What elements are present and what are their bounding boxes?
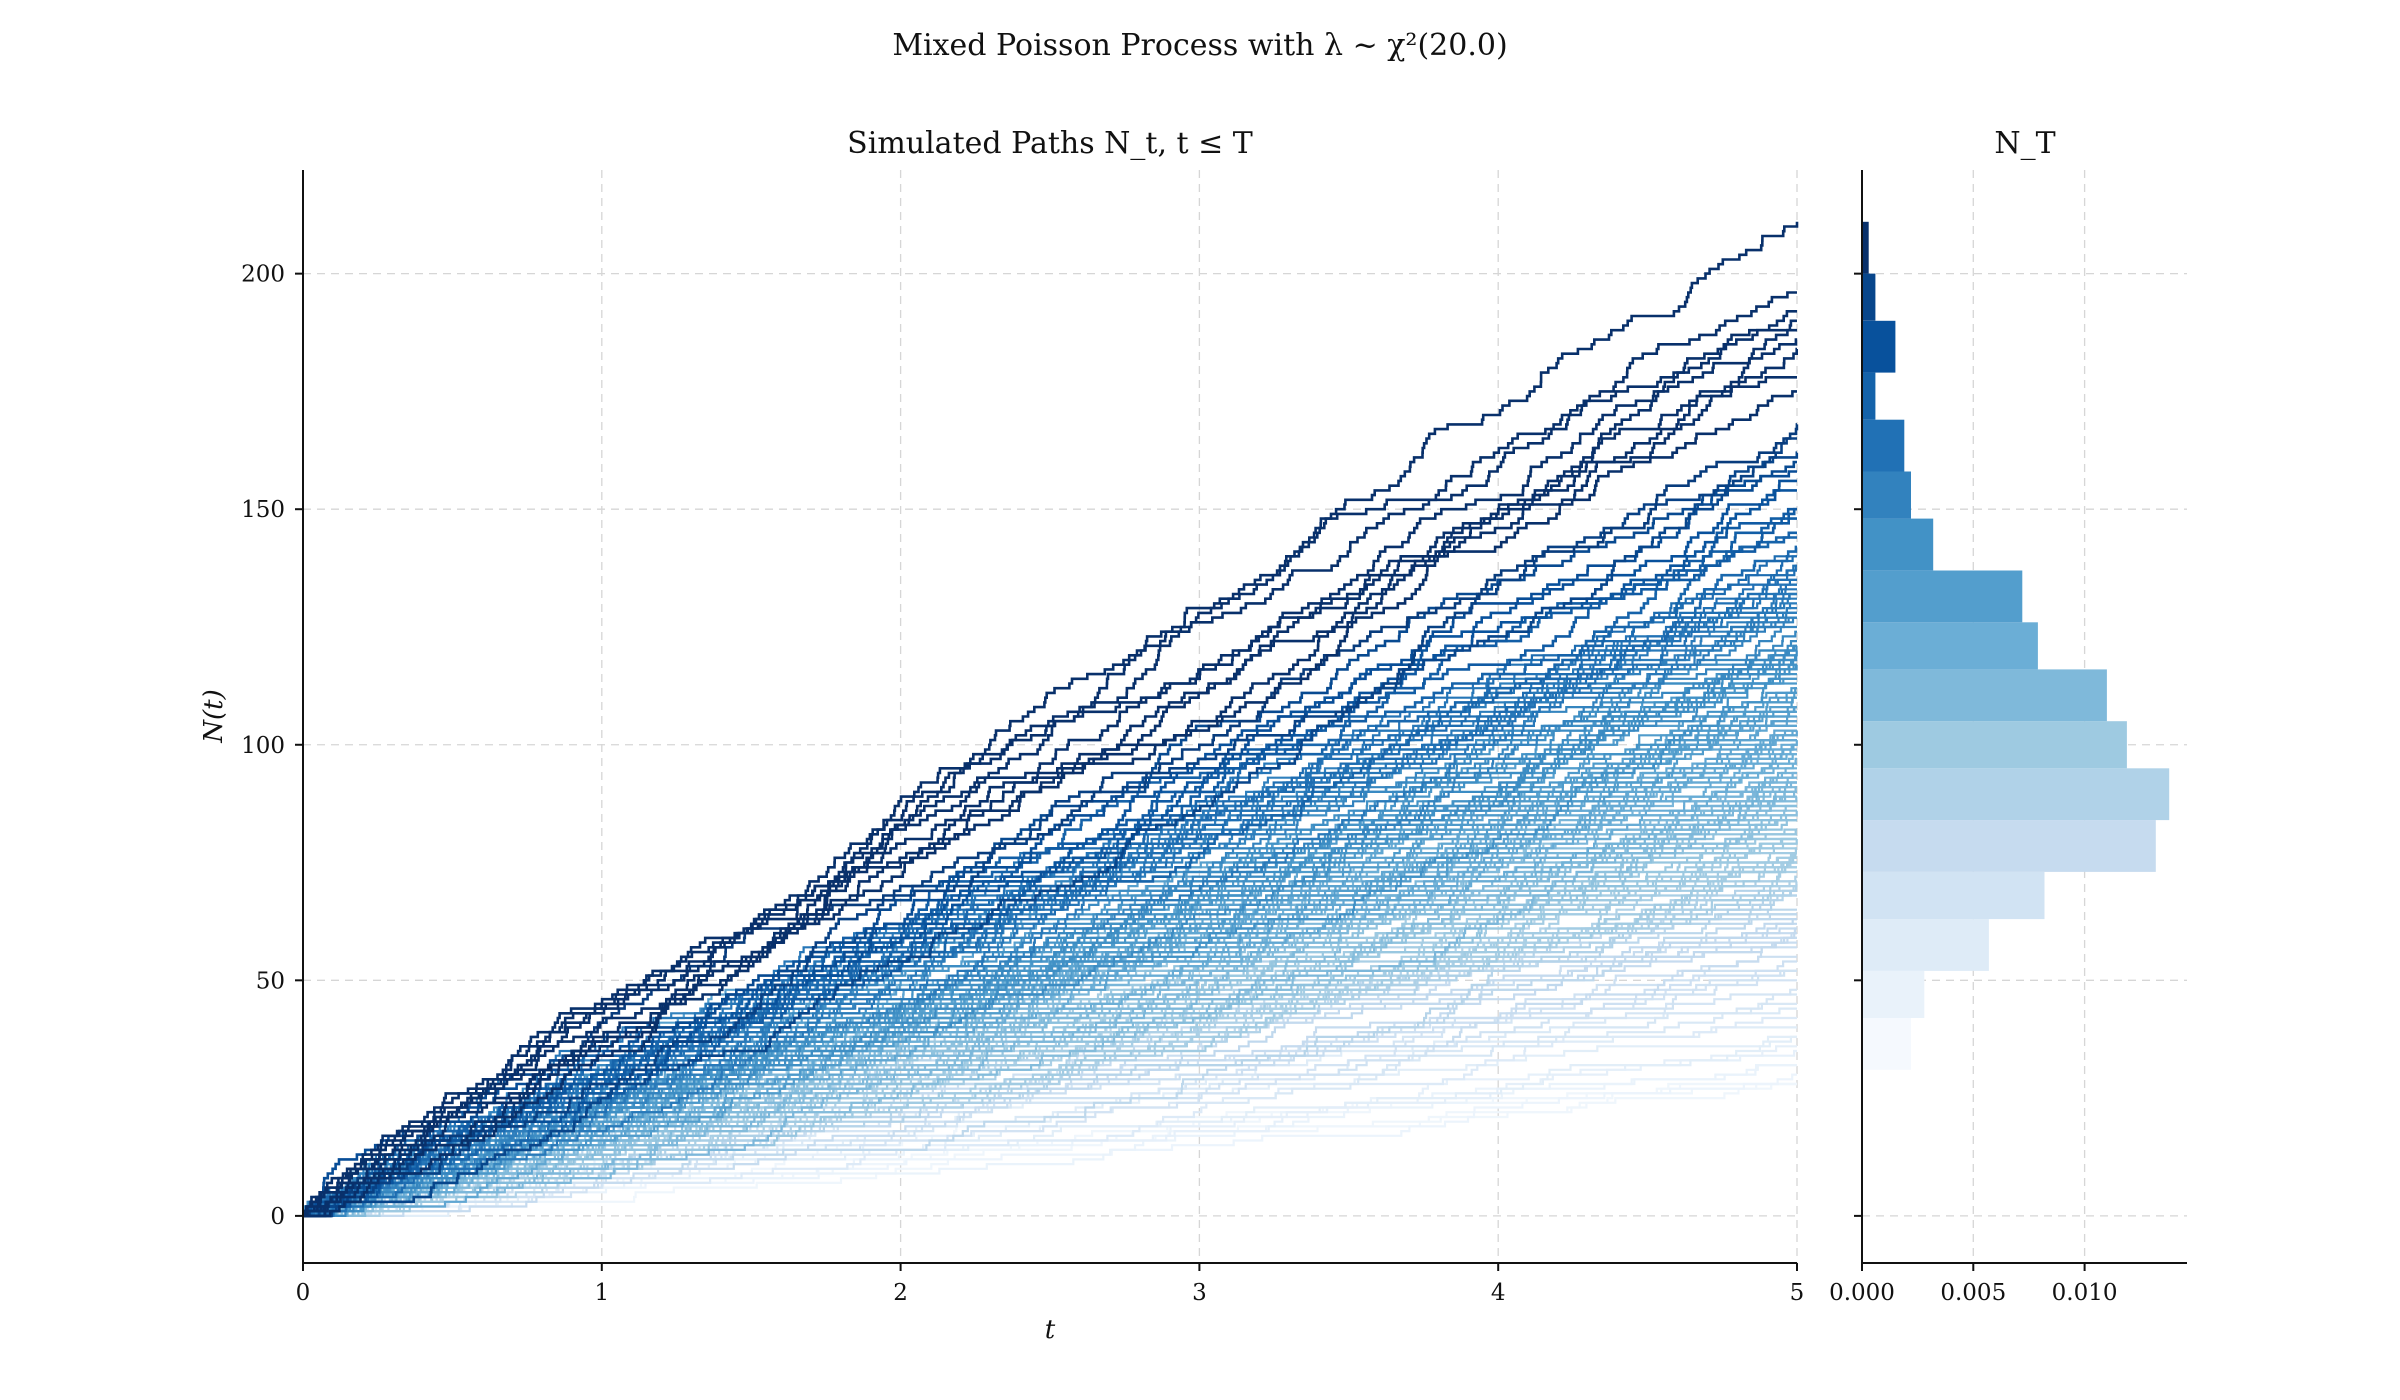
- paths-x-tick-label: 5: [1790, 1280, 1805, 1306]
- simulated-path-line: [303, 781, 1797, 1217]
- paths-series-group: [302, 221, 1799, 1218]
- histogram-bar: [1862, 320, 1896, 373]
- paths-title: Simulated Paths N_t, t ≤ T: [847, 126, 1253, 161]
- simulated-path-line: [303, 592, 1797, 1217]
- histogram-title: N_T: [1994, 126, 2055, 161]
- paths-y-tick-label: 150: [241, 497, 285, 523]
- simulated-path-line: [303, 795, 1798, 1217]
- histogram-bar: [1862, 970, 1925, 1018]
- paths-y-tick-label: 200: [241, 262, 285, 288]
- histogram-bars: [1862, 221, 2170, 1070]
- simulated-path-line: [303, 376, 1797, 1218]
- histogram-x-tick-label: 0.005: [1940, 1280, 2006, 1306]
- histogram-bar: [1862, 919, 1989, 971]
- paths-x-ticks: 0 1 2 3 4 5: [296, 1263, 1805, 1306]
- paths-x-tick-label: 2: [893, 1280, 908, 1306]
- simulated-path-line: [303, 1002, 1797, 1217]
- paths-y-ticks: 0 50 100 150 200: [241, 262, 303, 1230]
- figure-suptitle: Mixed Poisson Process with λ ~ χ²(20.0): [892, 28, 1507, 63]
- simulated-path-line: [303, 687, 1797, 1217]
- simulated-path-line: [303, 319, 1797, 1218]
- histogram-bar: [1862, 570, 2023, 623]
- histogram-bar: [1862, 372, 1876, 420]
- histogram-bar: [1862, 221, 1869, 274]
- simulated-path-line: [303, 800, 1797, 1217]
- simulated-path-line: [303, 1082, 1797, 1217]
- paths-x-label: t: [1045, 1315, 1056, 1345]
- histogram-y-ticks: [1854, 272, 1862, 1217]
- paths-y-tick-label: 50: [256, 968, 285, 994]
- histogram-bar: [1862, 669, 2107, 722]
- histogram-bar: [1862, 518, 1934, 571]
- histogram-bar: [1862, 872, 2045, 920]
- simulated-path-line: [303, 328, 1797, 1218]
- histogram-x-ticks: 0.000 0.005 0.010: [1829, 1263, 2118, 1306]
- paths-x-tick-label: 4: [1491, 1280, 1506, 1306]
- histogram-bar: [1862, 273, 1876, 321]
- paths-y-label: N(t): [199, 689, 229, 744]
- simulated-path-line: [303, 555, 1797, 1217]
- simulated-path-line: [303, 625, 1797, 1217]
- simulated-path-line: [302, 338, 1798, 1218]
- histogram-bar: [1862, 768, 2170, 821]
- paths-x-tick-label: 3: [1192, 1280, 1207, 1306]
- simulated-path-line: [303, 451, 1799, 1218]
- paths-y-tick-label: 100: [241, 733, 285, 759]
- paths-y-tick-label: 0: [270, 1204, 285, 1230]
- paths-x-tick-label: 0: [296, 1280, 311, 1306]
- histogram-bar: [1862, 622, 2038, 670]
- histogram-bar: [1862, 1018, 1911, 1070]
- histogram-axes: 0.000 0.005 0.010 N_T: [1829, 126, 2187, 1306]
- simulated-path-line: [303, 489, 1797, 1218]
- histogram-x-tick-label: 0.000: [1829, 1280, 1895, 1306]
- simulated-path-line: [303, 437, 1797, 1218]
- simulated-path-line: [303, 470, 1797, 1218]
- histogram-x-tick-label: 0.010: [2052, 1280, 2118, 1306]
- simulated-path-line: [302, 687, 1797, 1217]
- histogram-bar: [1862, 419, 1905, 472]
- histogram-bar: [1862, 721, 2127, 769]
- histogram-bar: [1862, 471, 1911, 519]
- simulated-path-line: [302, 221, 1799, 1218]
- simulated-path-line: [303, 715, 1797, 1217]
- paths-axes: 0 1 2 3 4 5 0 50 100 150 200 Simulated Paths N_t,…: [199, 126, 1804, 1345]
- histogram-bar: [1862, 820, 2156, 872]
- paths-x-tick-label: 1: [594, 1280, 609, 1306]
